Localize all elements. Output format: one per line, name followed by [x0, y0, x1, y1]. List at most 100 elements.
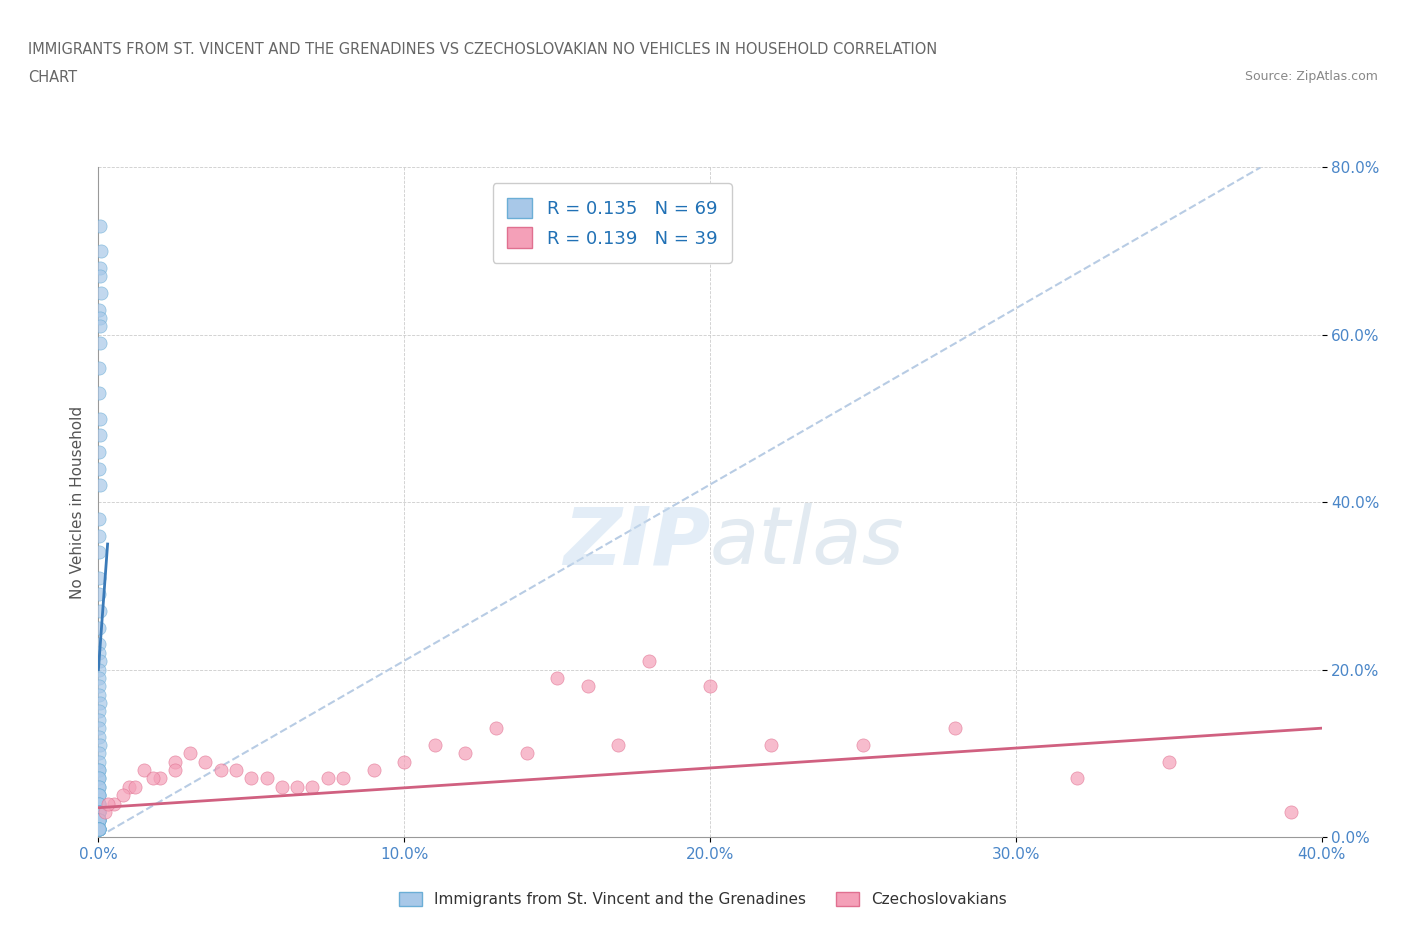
Point [607, 737, 630, 752]
Point [89, 219, 111, 233]
Point [87, 528, 110, 543]
Point [89, 478, 111, 493]
Legend: Immigrants from St. Vincent and the Grenadines, Czechoslovakians: Immigrants from St. Vincent and the Gren… [392, 885, 1014, 913]
Text: ZIP: ZIP [562, 503, 710, 581]
Point [124, 779, 146, 794]
Point [87, 821, 110, 836]
Point [316, 771, 339, 786]
Point [89, 645, 111, 660]
Point [87, 821, 110, 836]
Point [89, 269, 111, 284]
Point [87, 788, 110, 803]
Point [87, 788, 110, 803]
Point [637, 654, 661, 669]
Point [759, 737, 782, 752]
Point [118, 779, 141, 794]
Point [87, 813, 110, 828]
Point [87, 821, 110, 836]
Point [87, 813, 110, 828]
Point [89, 445, 111, 459]
Point [194, 754, 217, 769]
Point [87, 687, 110, 702]
Point [134, 763, 156, 777]
Point [87, 763, 110, 777]
Text: IMMIGRANTS FROM ST. VINCENT AND THE GRENADINES VS CZECHOSLOVAKIAN NO VEHICLES IN: IMMIGRANTS FROM ST. VINCENT AND THE GREN… [28, 42, 938, 57]
Point [87, 804, 110, 819]
Text: atlas: atlas [710, 503, 905, 581]
Point [87, 804, 110, 819]
Point [699, 679, 721, 694]
Point [103, 796, 125, 811]
Point [89, 311, 111, 325]
Point [87, 804, 110, 819]
Point [240, 771, 263, 786]
Point [89, 712, 111, 727]
Point [163, 763, 186, 777]
Point [87, 662, 110, 677]
Point [87, 386, 110, 401]
Point [87, 746, 110, 761]
Point [89, 411, 111, 426]
Point [89, 679, 111, 694]
Point [89, 336, 111, 351]
Point [87, 821, 110, 836]
Point [363, 763, 385, 777]
Point [90, 244, 112, 259]
Point [89, 821, 111, 836]
Point [90, 286, 112, 300]
Point [285, 779, 308, 794]
Point [89, 512, 111, 526]
Point [149, 771, 172, 786]
Point [89, 260, 111, 275]
Point [87, 788, 110, 803]
Point [163, 754, 186, 769]
Point [89, 754, 111, 769]
Point [576, 679, 599, 694]
Point [89, 604, 111, 618]
Point [87, 461, 110, 476]
Point [89, 737, 111, 752]
Point [256, 771, 278, 786]
Point [485, 721, 508, 736]
Point [87, 796, 110, 811]
Point [89, 796, 111, 811]
Point [87, 821, 110, 836]
Point [87, 779, 110, 794]
Point [87, 545, 110, 560]
Point [270, 779, 292, 794]
Point [87, 671, 110, 685]
Point [87, 821, 110, 836]
Point [89, 570, 111, 585]
Point [87, 771, 110, 786]
Point [87, 721, 110, 736]
Point [142, 771, 165, 786]
Point [454, 746, 477, 761]
Point [87, 779, 110, 794]
Point [332, 771, 354, 786]
Point [301, 779, 323, 794]
Point [943, 721, 966, 736]
Point [111, 788, 134, 803]
Point [89, 361, 111, 376]
Point [87, 813, 110, 828]
Point [87, 821, 110, 836]
Y-axis label: No Vehicles in Household: No Vehicles in Household [69, 405, 84, 599]
Point [89, 319, 111, 334]
Point [93, 804, 115, 819]
Point [89, 804, 111, 819]
Point [209, 763, 232, 777]
Point [1279, 804, 1302, 819]
Point [1066, 771, 1088, 786]
Point [87, 637, 110, 652]
Point [179, 746, 201, 761]
Point [89, 302, 111, 317]
Point [225, 763, 247, 777]
Point [89, 771, 111, 786]
Text: CHART: CHART [28, 70, 77, 85]
Point [423, 737, 446, 752]
Point [87, 620, 110, 635]
Point [89, 654, 111, 669]
Point [87, 813, 110, 828]
Text: Source: ZipAtlas.com: Source: ZipAtlas.com [1244, 70, 1378, 83]
Point [87, 804, 110, 819]
